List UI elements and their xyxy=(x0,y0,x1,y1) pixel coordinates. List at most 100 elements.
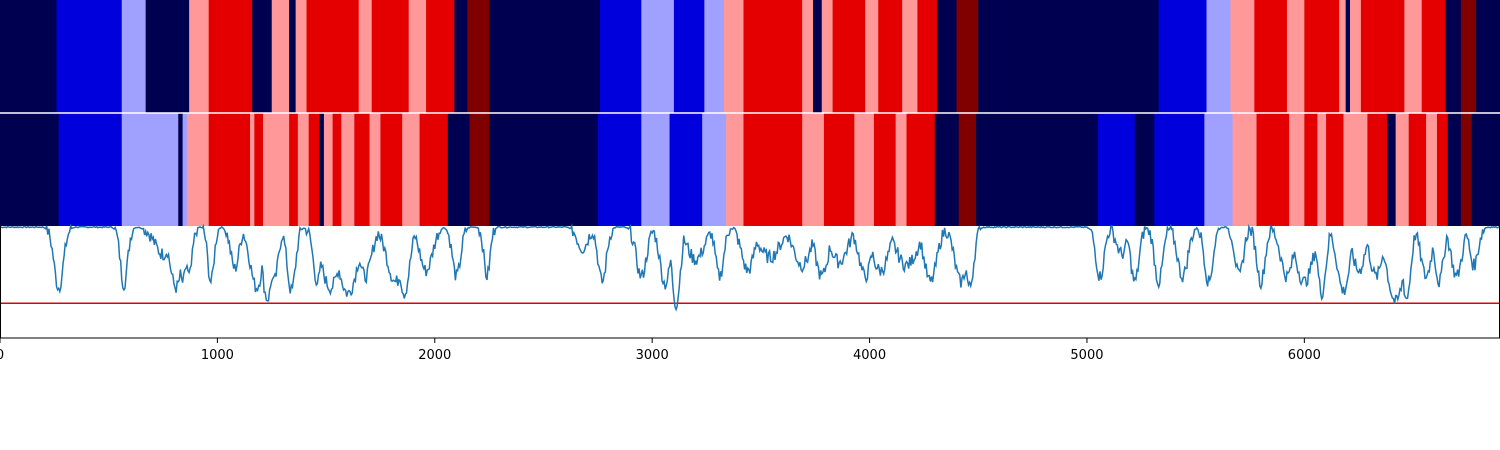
heatmap-cell-row1-39 xyxy=(1286,0,1305,113)
heatmap-cell-row2-25 xyxy=(597,113,642,226)
x-tick-label-6000: 6000 xyxy=(1288,348,1321,363)
heatmap-cell-row2-49 xyxy=(1326,113,1344,226)
x-tick-label-1000: 1000 xyxy=(201,348,234,363)
heatmap-cell-row2-37 xyxy=(934,113,960,226)
heatmap-cell-row2-2 xyxy=(121,113,179,226)
heatmap-cell-row1-0 xyxy=(0,0,57,113)
heatmap-cell-row2-26 xyxy=(641,113,670,226)
heatmap-cell-row2-7 xyxy=(250,113,255,226)
heatmap-cell-row1-21 xyxy=(704,0,725,113)
heatmap-cell-row1-34 xyxy=(978,0,1160,113)
heatmap-cell-row2-36 xyxy=(906,113,936,226)
x-tick-label-3000: 3000 xyxy=(636,348,669,363)
heatmap-cell-row2-17 xyxy=(354,113,370,226)
heatmap-cell-row1-26 xyxy=(821,0,834,113)
heatmap-cell-row2-13 xyxy=(319,113,325,226)
heatmap-cell-row1-15 xyxy=(454,0,468,113)
heatmap-cell-row1-25 xyxy=(813,0,823,113)
heatmap-row-1 xyxy=(0,0,1500,113)
heatmap-cell-row1-2 xyxy=(121,0,147,113)
heatmap-cell-row1-18 xyxy=(600,0,642,113)
heatmap-row-2 xyxy=(0,113,1500,226)
heatmap-cell-row1-11 xyxy=(358,0,373,113)
heatmap-cell-row2-8 xyxy=(254,113,264,226)
line-series xyxy=(0,223,1500,312)
x-tick-label-0: 0 xyxy=(0,348,4,363)
heatmap-cell-row2-4 xyxy=(182,113,188,226)
heatmap-cell-row1-30 xyxy=(902,0,918,113)
heatmap-cell-row2-20 xyxy=(402,113,420,226)
heatmap-cell-row1-44 xyxy=(1360,0,1405,113)
heatmap-cell-row2-14 xyxy=(323,113,334,226)
heatmap-cell-row2-56 xyxy=(1436,113,1449,226)
x-tick-label-2000: 2000 xyxy=(418,348,451,363)
heatmap-cell-row1-36 xyxy=(1206,0,1231,113)
heatmap-cell-row1-40 xyxy=(1304,0,1340,113)
heatmap-cell-row2-21 xyxy=(419,113,449,226)
heatmap-cell-row1-22 xyxy=(723,0,744,113)
heatmap-cell-row1-29 xyxy=(878,0,903,113)
heatmap-cell-row1-41 xyxy=(1339,0,1347,113)
heatmap-cell-row1-49 xyxy=(1476,0,1500,113)
heatmap-cell-row2-16 xyxy=(341,113,355,226)
heatmap-cell-row2-40 xyxy=(1097,113,1136,226)
heatmap-cell-row2-44 xyxy=(1232,113,1257,226)
heatmap-cell-row1-27 xyxy=(832,0,866,113)
line-plot-panel xyxy=(0,223,1500,339)
heatmap-cell-row1-48 xyxy=(1460,0,1477,113)
heatmap-cell-row2-34 xyxy=(873,113,897,226)
heatmap-cell-row1-7 xyxy=(271,0,290,113)
heatmap-cell-row2-27 xyxy=(669,113,703,226)
heatmap-cell-row2-9 xyxy=(263,113,290,226)
heatmap-cell-row2-29 xyxy=(726,113,744,226)
heatmap-cell-row2-3 xyxy=(178,113,184,226)
heatmap-cell-row1-33 xyxy=(956,0,979,113)
heatmap-cell-row2-10 xyxy=(289,113,299,226)
heatmap-cell-row2-5 xyxy=(186,113,210,226)
heatmap-cell-row2-31 xyxy=(802,113,825,226)
heatmap-cell-row2-41 xyxy=(1134,113,1155,226)
heatmap-cell-row2-54 xyxy=(1408,113,1427,226)
heatmap-cell-row1-24 xyxy=(802,0,814,113)
heatmap-cell-row1-23 xyxy=(743,0,803,113)
heatmap-cell-row2-39 xyxy=(976,113,1099,226)
heatmap-cell-row2-32 xyxy=(823,113,855,226)
heatmap-cell-row2-22 xyxy=(447,113,470,226)
heatmap-cell-row2-24 xyxy=(489,113,599,226)
heatmap-cell-row2-1 xyxy=(58,113,123,226)
heatmap-cell-row1-6 xyxy=(252,0,273,113)
heatmap-cell-row2-12 xyxy=(308,113,320,226)
heatmap-cell-row1-46 xyxy=(1421,0,1447,113)
heatmap-cell-row1-17 xyxy=(489,0,601,113)
heatmap-cell-row2-38 xyxy=(958,113,977,226)
heatmap-cell-row1-14 xyxy=(426,0,455,113)
heatmap-cell-row1-42 xyxy=(1345,0,1351,113)
heatmap-cell-row2-43 xyxy=(1204,113,1234,226)
heatmap-cell-row1-43 xyxy=(1350,0,1362,113)
heatmap-cell-row1-5 xyxy=(208,0,253,113)
heatmap-cell-row2-33 xyxy=(854,113,875,226)
heatmap-cell-row1-10 xyxy=(306,0,360,113)
heatmap-cell-row2-53 xyxy=(1395,113,1410,226)
heatmap-cell-row1-13 xyxy=(408,0,427,113)
heatmap-cell-row2-55 xyxy=(1426,113,1438,226)
heatmap-cell-row1-12 xyxy=(371,0,410,113)
x-axis: 0 1000 2000 3000 4000 5000 6000 xyxy=(0,338,1321,363)
heatmap-cell-row2-46 xyxy=(1289,113,1305,226)
heatmap-cell-row1-37 xyxy=(1230,0,1255,113)
heatmap-cell-row2-52 xyxy=(1386,113,1397,226)
x-tick-label-5000: 5000 xyxy=(1070,348,1103,363)
heatmap-cell-row2-57 xyxy=(1447,113,1462,226)
heatmap-cell-row2-6 xyxy=(208,113,251,226)
heatmap-cell-row2-19 xyxy=(380,113,403,226)
heatmap-cell-row1-19 xyxy=(641,0,675,113)
heatmap-cell-row1-47 xyxy=(1445,0,1462,113)
heatmap-cell-row1-31 xyxy=(917,0,938,113)
heatmap-cell-row2-59 xyxy=(1471,113,1500,226)
heatmap-cell-row2-47 xyxy=(1304,113,1318,226)
heatmap-cell-row2-30 xyxy=(743,113,803,226)
line-plot-background xyxy=(0,226,1500,338)
heatmap-cell-row2-11 xyxy=(297,113,310,226)
heatmap-cell-row2-23 xyxy=(469,113,490,226)
heatmap-cell-row1-38 xyxy=(1254,0,1288,113)
